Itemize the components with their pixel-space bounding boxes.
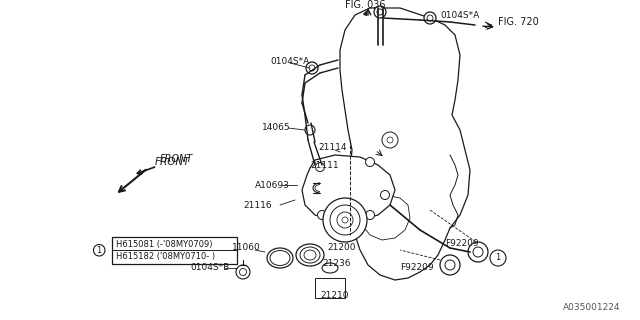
Text: F92209: F92209 — [400, 263, 434, 273]
Ellipse shape — [270, 251, 290, 266]
Circle shape — [239, 268, 246, 276]
Polygon shape — [358, 195, 410, 240]
Text: H615182 ('08MY0710- ): H615182 ('08MY0710- ) — [116, 252, 215, 261]
Text: 21114: 21114 — [318, 143, 346, 153]
Circle shape — [306, 62, 318, 74]
FancyBboxPatch shape — [112, 237, 237, 264]
Circle shape — [93, 244, 105, 256]
Circle shape — [445, 260, 455, 270]
Ellipse shape — [300, 247, 320, 263]
Text: 0104S*B: 0104S*B — [190, 263, 229, 273]
Polygon shape — [302, 155, 395, 220]
Text: FIG. 720: FIG. 720 — [498, 17, 539, 27]
Text: FRONT: FRONT — [155, 157, 191, 167]
Polygon shape — [340, 8, 470, 280]
FancyBboxPatch shape — [315, 278, 345, 298]
Text: 11060: 11060 — [232, 244, 260, 252]
Text: A035001224: A035001224 — [563, 303, 620, 312]
Circle shape — [309, 65, 315, 71]
Text: 0104S*A: 0104S*A — [440, 12, 479, 20]
Text: FRONT: FRONT — [138, 154, 193, 174]
Circle shape — [317, 211, 326, 220]
Ellipse shape — [296, 244, 324, 266]
Text: 21200: 21200 — [327, 244, 355, 252]
Circle shape — [381, 190, 390, 199]
Text: 1: 1 — [97, 246, 102, 255]
Circle shape — [323, 198, 367, 242]
Circle shape — [440, 255, 460, 275]
Text: 21210: 21210 — [320, 291, 349, 300]
Ellipse shape — [267, 248, 293, 268]
Ellipse shape — [304, 250, 316, 260]
Circle shape — [387, 137, 393, 143]
Text: 0104S*A: 0104S*A — [270, 58, 309, 67]
Circle shape — [382, 132, 398, 148]
Circle shape — [365, 211, 374, 220]
Circle shape — [490, 250, 506, 266]
Text: 1: 1 — [495, 253, 500, 262]
Circle shape — [468, 242, 488, 262]
Circle shape — [236, 265, 250, 279]
Circle shape — [374, 6, 386, 18]
Circle shape — [377, 9, 383, 15]
Text: 21116: 21116 — [243, 201, 271, 210]
Text: H615081 (-'08MY0709): H615081 (-'08MY0709) — [116, 240, 212, 249]
Circle shape — [316, 163, 324, 172]
Text: 21111: 21111 — [310, 161, 339, 170]
Ellipse shape — [322, 263, 338, 273]
Text: 21236: 21236 — [322, 259, 351, 268]
Circle shape — [365, 157, 374, 166]
Text: A10693: A10693 — [255, 180, 290, 189]
Circle shape — [305, 125, 315, 135]
Circle shape — [427, 15, 433, 21]
Circle shape — [337, 212, 353, 228]
Circle shape — [473, 247, 483, 257]
Text: F92209: F92209 — [445, 238, 479, 247]
Text: FIG. 036: FIG. 036 — [345, 0, 385, 10]
Circle shape — [330, 205, 360, 235]
Text: 14065: 14065 — [262, 124, 291, 132]
Circle shape — [424, 12, 436, 24]
Circle shape — [342, 217, 348, 223]
